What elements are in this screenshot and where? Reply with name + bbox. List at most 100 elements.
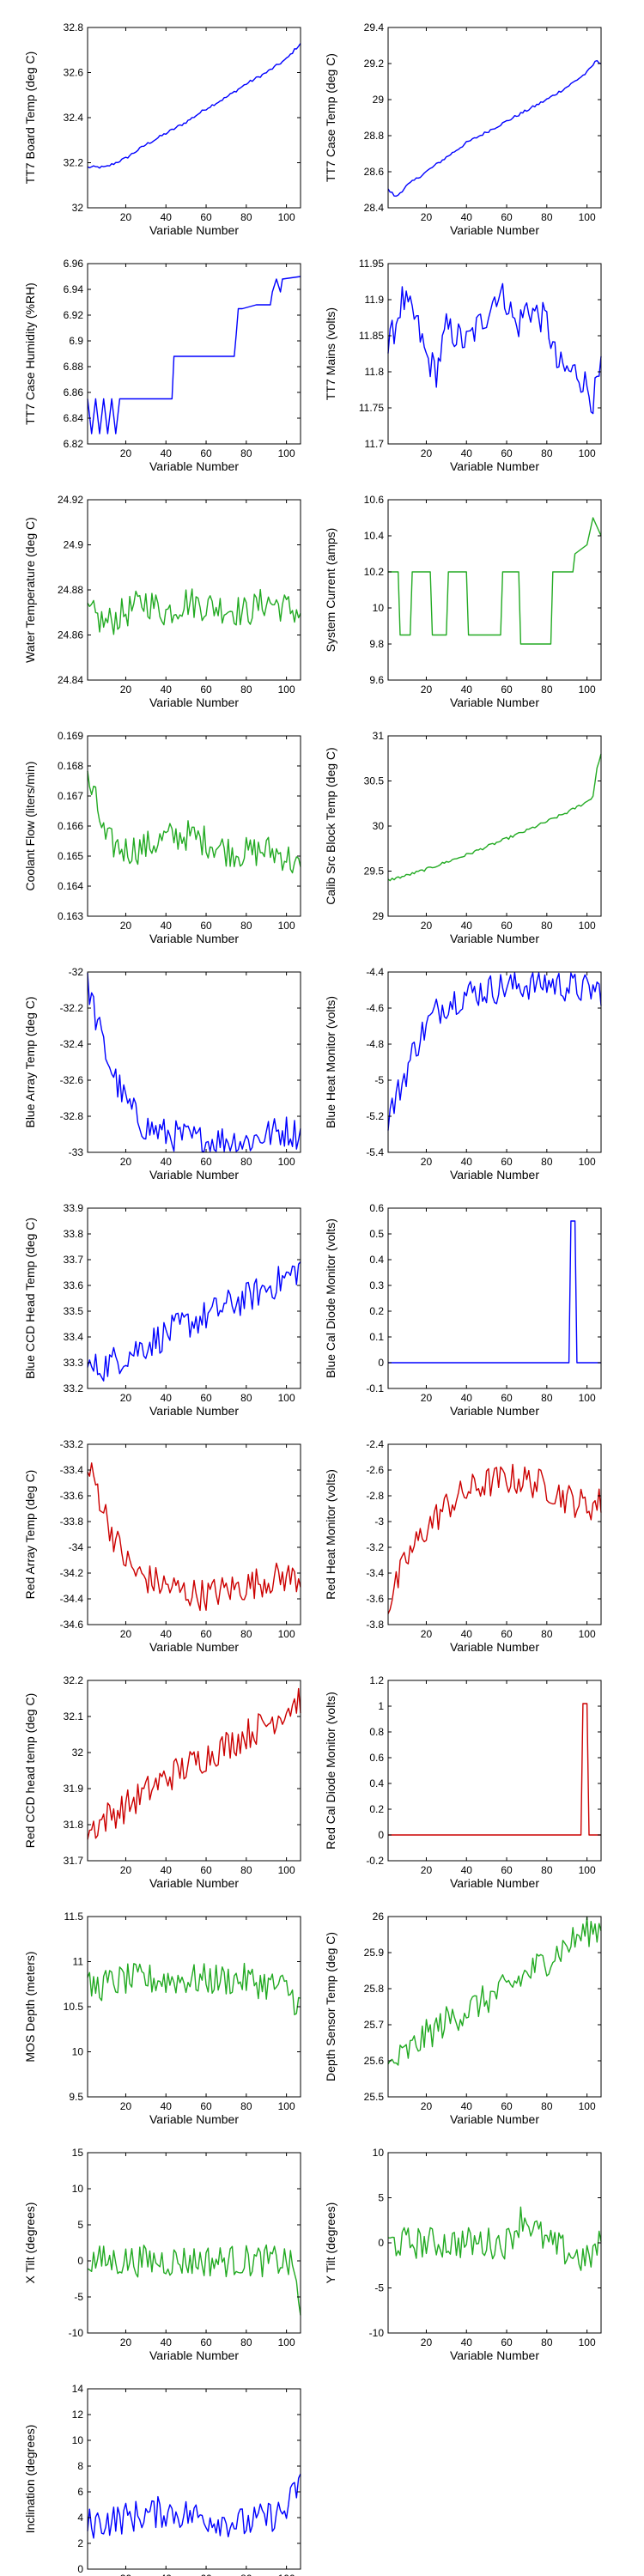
x-tick-label: 80 [240, 2336, 252, 2348]
x-tick-label: 80 [541, 447, 553, 459]
y-tick-label: 6.92 [64, 309, 84, 321]
series-line [87, 1687, 301, 1840]
y-tick-label: 0.2 [369, 1803, 384, 1815]
y-tick-label: 0.4 [369, 1254, 384, 1266]
y-axis-label: TT7 Board Temp (deg C) [23, 52, 37, 185]
chart-panel-16: 20 40 60 80 100 -0.2 0 0.2 0.4 0.6 0.8 1 1.2 Variable… [324, 1674, 602, 1890]
x-tick-label: 80 [541, 920, 553, 932]
y-tick-label: -32.6 [60, 1074, 84, 1086]
x-tick-label: 60 [200, 2573, 212, 2576]
axes-box [387, 971, 602, 1153]
y-tick-label: 25.6 [364, 2055, 385, 2067]
y-tick-label: 11.8 [365, 366, 385, 378]
y-tick-label: -32.2 [60, 1002, 84, 1014]
x-tick-label: 100 [278, 2573, 295, 2576]
chart-panel-17: 20 40 60 80 100 9.5 10 10.5 11 11.5 Variable Numbe… [23, 1911, 301, 2126]
axes-box [87, 971, 301, 1153]
x-tick-label: 100 [579, 2100, 596, 2112]
y-tick-label: 31.8 [64, 1819, 84, 1831]
y-tick-label: 2 [77, 2537, 83, 2549]
x-tick-label: 100 [579, 2336, 596, 2348]
y-tick-label: 11.9 [365, 294, 385, 306]
axes-box [87, 735, 301, 917]
y-tick-label: 6.88 [64, 361, 84, 373]
chart-panel-21: 2040608010002468101214Variable NumberInc… [23, 2383, 301, 2576]
y-tick-label: 29.5 [364, 866, 385, 878]
y-tick-label: 11.95 [359, 258, 384, 270]
y-tick-label: 28.4 [364, 202, 385, 214]
series-line [87, 770, 301, 874]
x-axis-label: Variable Number [450, 223, 539, 237]
y-axis-label: Y Tilt (degrees) [324, 2202, 337, 2284]
y-axis-label: System Current (amps) [324, 528, 337, 653]
y-tick-label: 6.82 [64, 438, 84, 450]
x-tick-label: 40 [161, 211, 173, 223]
axes-box [87, 1443, 301, 1625]
series-line [387, 1463, 602, 1614]
axes-box [387, 735, 602, 917]
x-tick-label: 100 [278, 1156, 295, 1168]
y-axis-label: TT7 Case Humidity (%RH) [23, 283, 37, 425]
y-tick-label: 28.8 [364, 130, 385, 142]
axes-box [87, 499, 301, 681]
y-tick-label: 9.6 [369, 674, 384, 686]
chart-panel-7: 20 40 60 80 100 0.163 0.164 0.165 0.166 0.167 0.16… [23, 730, 301, 945]
x-tick-label: 20 [421, 1628, 433, 1640]
chart-panel-19: 20 40 60 80 100 -10 -5 0 5 10 15 Variable Number X T… [23, 2147, 301, 2362]
chart-panel-15: 20 40 60 80 100 31.7 31.8 31.9 32 32.1 32.2 Variabl… [23, 1674, 301, 1890]
y-tick-label: 0 [378, 1829, 384, 1841]
y-tick-label: 26 [373, 1911, 385, 1923]
axes-box [387, 1207, 602, 1389]
y-axis-label: Blue Cal Diode Monitor (volts) [324, 1218, 337, 1378]
y-tick-label: 0.167 [58, 790, 83, 802]
y-tick-label: 0.164 [58, 880, 83, 892]
y-tick-label: 24.9 [64, 539, 84, 551]
series-line [388, 1703, 601, 1836]
x-tick-label: 80 [541, 1864, 553, 1876]
x-tick-label: 40 [461, 2336, 473, 2348]
axes-box [387, 27, 602, 209]
x-tick-label: 100 [278, 211, 295, 223]
x-tick-label: 40 [161, 920, 173, 932]
x-tick-label: 100 [579, 1392, 596, 1404]
x-tick-label: 80 [541, 211, 553, 223]
y-tick-label: -10 [369, 2327, 385, 2339]
x-tick-label: 40 [161, 447, 173, 459]
x-tick-label: 80 [240, 2100, 252, 2112]
y-axis-label: Calib Src Block Temp (deg C) [324, 747, 337, 904]
axes-box [387, 263, 602, 445]
x-axis-label: Variable Number [149, 696, 239, 709]
x-tick-label: 60 [200, 1628, 212, 1640]
x-tick-label: 80 [240, 211, 252, 223]
x-tick-label: 100 [278, 2336, 295, 2348]
y-tick-label: -34 [69, 1541, 84, 1553]
axes-box [387, 1916, 602, 2098]
y-tick-label: 33.2 [64, 1382, 84, 1394]
y-tick-label: 5 [77, 2219, 83, 2231]
y-tick-label: 32.2 [64, 1674, 84, 1686]
chart-panel-1: 20 40 60 80 100 32 32.2 32.4 32.6 32.8 Variable Nu… [23, 21, 301, 237]
y-tick-label: -3.2 [366, 1541, 384, 1553]
x-tick-label: 100 [278, 1628, 295, 1640]
y-axis-label: Water Temperature (deg C) [23, 517, 37, 663]
y-tick-label: -32.8 [60, 1110, 84, 1122]
axes-box [87, 2152, 301, 2334]
series-line [87, 276, 301, 434]
chart-panel-4: 20 40 60 80 100 11.7 11.75 11.8 11.85 11.9 11.95 Va… [324, 258, 602, 473]
x-tick-label: 40 [161, 2573, 173, 2576]
chart-panel-6: 20 40 60 80 100 9.6 9.8 10 10.2 10.4 10.6 Variable … [324, 494, 602, 709]
y-tick-label: -0.2 [366, 1855, 384, 1867]
series-line [87, 1962, 301, 2015]
series-line [87, 588, 301, 635]
x-axis-label: Variable Number [149, 1876, 239, 1890]
x-tick-label: 40 [461, 1864, 473, 1876]
x-axis-label: Variable Number [450, 1640, 539, 1654]
x-tick-label: 20 [120, 1864, 132, 1876]
axes-box [387, 1443, 602, 1625]
x-tick-label: 60 [200, 211, 212, 223]
y-tick-label: 6.84 [64, 412, 84, 424]
y-tick-label: 6 [77, 2486, 83, 2498]
x-tick-label: 100 [579, 920, 596, 932]
series-line [87, 2473, 301, 2539]
x-tick-label: 60 [200, 683, 212, 696]
